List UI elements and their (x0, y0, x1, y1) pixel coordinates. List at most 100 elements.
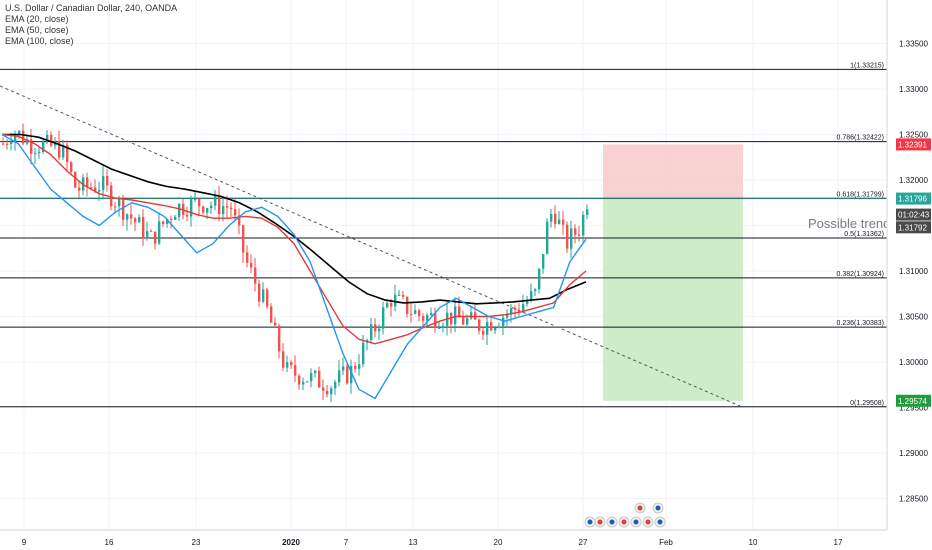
fib-label-5: 0.236(1.30383) (837, 320, 884, 327)
candle-body-106 (426, 314, 429, 321)
candle-body-70 (282, 351, 285, 368)
candle-body-93 (374, 324, 377, 332)
price-badge-last (896, 221, 931, 234)
candle-body-1 (6, 143, 9, 145)
candle-body-90 (362, 342, 365, 365)
event-flag-dot (657, 519, 663, 525)
candle-body-38 (154, 231, 157, 244)
candle-body-113 (454, 306, 457, 325)
candle-body-39 (158, 221, 161, 244)
candle-body-88 (354, 366, 357, 369)
event-flag-dot (587, 519, 593, 525)
candle-body-67 (270, 306, 273, 323)
candle-body-78 (314, 370, 317, 374)
symbol-title: U.S. Dollar / Canadian Dollar, 240, OAND… (5, 3, 178, 13)
candle-body-8 (34, 152, 37, 154)
time-tick-5: 13 (409, 538, 418, 547)
price-tick-6: 1.30500 (899, 313, 928, 322)
ema50-label: EMA (50, close) (5, 25, 69, 35)
candle-body-31 (126, 214, 129, 220)
candle-body-29 (118, 198, 121, 207)
candle-body-7 (30, 139, 33, 154)
candle-body-50 (202, 206, 205, 213)
candle-body-107 (430, 312, 433, 315)
candle-body-121 (486, 322, 489, 335)
candle-body-125 (502, 317, 505, 327)
candle-body-105 (422, 316, 425, 321)
candle-body-134 (538, 268, 541, 290)
ema20-line (1, 133, 587, 400)
price-tick-9: 1.29000 (899, 449, 928, 458)
event-flag-dot (637, 505, 643, 511)
candle-body-115 (462, 317, 465, 325)
ema100-line (2, 133, 587, 305)
price-badge-text-timer: 01:02:43 (898, 211, 930, 220)
candle-body-80 (322, 387, 325, 391)
candle-body-3 (14, 133, 17, 143)
candle-body-108 (434, 312, 437, 328)
candle-body-63 (254, 267, 257, 284)
candle-body-136 (546, 221, 549, 255)
fib-label-4: 0.382(1.30924) (837, 271, 884, 278)
price-tick-2: 1.32500 (899, 131, 928, 140)
candle-body-6 (26, 139, 29, 144)
candle-body-131 (526, 300, 529, 305)
fib-label-6: 0(1.29508) (850, 400, 884, 407)
candle-body-73 (294, 365, 297, 376)
candle-body-79 (318, 370, 321, 388)
candle-body-12 (50, 134, 53, 146)
time-tick-1: 16 (105, 538, 114, 547)
time-tick-0: 9 (22, 538, 27, 547)
candle-body-51 (206, 208, 209, 213)
price-badge-timer (896, 208, 931, 221)
candle-body-101 (406, 296, 409, 314)
candle-body-35 (142, 217, 145, 239)
candle-body-54 (218, 195, 221, 215)
candle-body-76 (306, 381, 309, 383)
price-badge-price (896, 192, 931, 205)
candle-body-34 (138, 217, 141, 223)
candle-body-58 (234, 209, 237, 216)
event-flag-dot (609, 519, 615, 525)
price-badge-text-price: 1.31796 (898, 195, 927, 204)
trend-line (0, 85, 741, 407)
candle-body-0 (2, 143, 5, 145)
price-tick-0: 1.33500 (899, 40, 928, 49)
price-tick-10: 1.28500 (899, 495, 928, 504)
candle-body-124 (498, 326, 501, 328)
candle-body-33 (134, 218, 137, 223)
candle-body-128 (514, 308, 517, 310)
price-tick-5: 1.31000 (899, 267, 928, 276)
candle-body-138 (554, 213, 557, 224)
candle-body-120 (482, 330, 485, 335)
candle-body-104 (418, 310, 421, 317)
candle-body-84 (338, 370, 341, 383)
candle-body-123 (494, 327, 497, 331)
candle-body-43 (174, 216, 177, 220)
candle-body-129 (518, 309, 521, 312)
candle-body-144 (578, 234, 581, 236)
candle-body-16 (66, 144, 69, 163)
candle-body-32 (130, 214, 133, 219)
candle-body-2 (10, 142, 13, 144)
candle-body-62 (250, 262, 253, 268)
candle-body-143 (574, 228, 577, 235)
candle-body-142 (570, 228, 573, 249)
candle-body-56 (226, 206, 229, 208)
candle-body-89 (358, 364, 361, 369)
time-tick-7: 27 (579, 538, 588, 547)
event-flag-dot (633, 519, 639, 525)
candle-body-140 (562, 219, 565, 225)
time-tick-10: 17 (834, 538, 843, 547)
candle-body-130 (522, 304, 525, 312)
time-tick-2: 23 (192, 538, 201, 547)
candle-body-60 (242, 225, 245, 253)
candle-body-48 (194, 198, 197, 200)
fib-label-0: 1(1.33215) (850, 62, 884, 69)
price-tick-3: 1.32000 (899, 176, 928, 185)
event-flag-dot (621, 519, 627, 525)
candle-body-119 (478, 319, 481, 331)
candle-body-94 (378, 328, 381, 332)
candle-body-77 (310, 373, 313, 382)
